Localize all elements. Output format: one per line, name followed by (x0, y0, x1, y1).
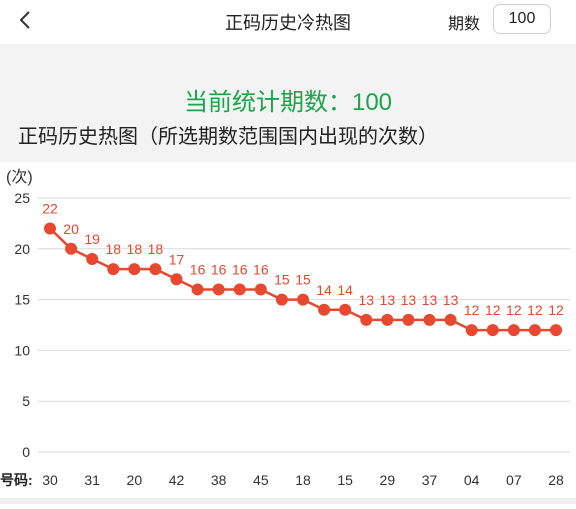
data-label: 13 (380, 292, 396, 308)
data-label: 18 (105, 241, 121, 257)
x-tick-label: 04 (464, 472, 480, 488)
data-label: 16 (190, 261, 206, 277)
data-point (149, 263, 162, 276)
data-label: 12 (506, 302, 522, 318)
data-point (444, 313, 457, 326)
data-label: 18 (148, 241, 164, 257)
data-label: 16 (232, 261, 248, 277)
y-tick-label: 20 (14, 241, 30, 257)
x-tick-label: 18 (295, 472, 311, 488)
data-label: 22 (42, 200, 58, 216)
data-point (507, 324, 520, 337)
y-tick-label: 5 (22, 393, 30, 409)
top-bar: 正码历史冷热图 期数 100 (0, 0, 576, 44)
data-point (65, 242, 78, 255)
data-label: 13 (443, 292, 459, 308)
x-tick-label: 28 (548, 472, 564, 488)
data-point (402, 313, 415, 326)
data-label: 12 (485, 302, 501, 318)
chart-svg: (次) 0 5 10 15 20 25 22 20 19 18 18 18 17 16 16 16 16 15 15 1… (0, 168, 570, 488)
data-point (233, 283, 246, 296)
y-tick-label: 15 (14, 292, 30, 308)
hot-chart: (次) 0 5 10 15 20 25 22 20 19 18 18 18 17 16 16 16 16 15 15 1… (0, 162, 576, 504)
data-label: 14 (316, 282, 332, 298)
x-axis-prefix: 号码: (0, 472, 33, 488)
data-label: 12 (527, 302, 543, 318)
bottom-strip (0, 498, 576, 504)
data-point (297, 293, 309, 306)
data-point (423, 313, 436, 326)
data-point (465, 324, 478, 337)
data-point (44, 222, 56, 235)
data-label: 14 (337, 282, 353, 298)
x-tick-label: 30 (42, 472, 58, 488)
data-label: 19 (84, 231, 100, 247)
data-point (212, 283, 225, 296)
data-point (360, 313, 373, 326)
data-point (86, 252, 99, 265)
data-point (128, 263, 141, 276)
data-label: 20 (63, 221, 79, 237)
x-tick-label: 31 (84, 472, 100, 488)
data-point (318, 303, 331, 316)
data-label: 12 (464, 302, 480, 318)
x-tick-label: 20 (127, 472, 143, 488)
data-point (191, 283, 204, 296)
data-label: 16 (253, 261, 269, 277)
period-label: 期数 (448, 16, 481, 33)
data-point (528, 324, 541, 337)
x-tick-label: 45 (253, 472, 269, 488)
period-count-text: 当前统计期数：100 (183, 89, 393, 116)
data-label: 18 (127, 241, 143, 257)
x-tick-label: 15 (337, 472, 353, 488)
y-tick-label: 25 (14, 190, 30, 206)
data-point (275, 293, 288, 306)
back-icon[interactable] (14, 8, 38, 32)
data-point (486, 324, 499, 337)
x-tick-label: 42 (169, 472, 185, 488)
data-label: 17 (169, 251, 185, 267)
x-tick-label: 38 (211, 472, 227, 488)
data-label: 13 (401, 292, 417, 308)
data-label: 15 (295, 272, 311, 288)
data-point (339, 303, 352, 316)
data-point (170, 273, 183, 286)
data-label: 12 (548, 302, 564, 318)
data-label: 15 (274, 272, 290, 288)
data-point (381, 313, 394, 326)
data-point (107, 263, 120, 276)
summary-panel: 当前统计期数：100 正码历史热图（所选期数范围国内出现的次数） (0, 44, 576, 162)
y-axis-label: (次) (6, 168, 33, 186)
data-point (254, 283, 267, 296)
period-selector[interactable]: 100 (493, 4, 551, 34)
y-tick-label: 10 (14, 342, 30, 358)
data-label: 13 (358, 292, 374, 308)
x-tick-label: 29 (380, 472, 396, 488)
x-tick-label: 07 (506, 472, 522, 488)
page-title: 正码历史冷热图 (225, 13, 351, 33)
chart-subtitle: 正码历史热图（所选期数范围国内出现的次数） (18, 126, 438, 148)
data-label: 16 (211, 261, 227, 277)
data-point (550, 324, 562, 337)
x-tick-label: 37 (422, 472, 438, 488)
data-label: 13 (422, 292, 438, 308)
y-tick-label: 0 (22, 444, 30, 460)
